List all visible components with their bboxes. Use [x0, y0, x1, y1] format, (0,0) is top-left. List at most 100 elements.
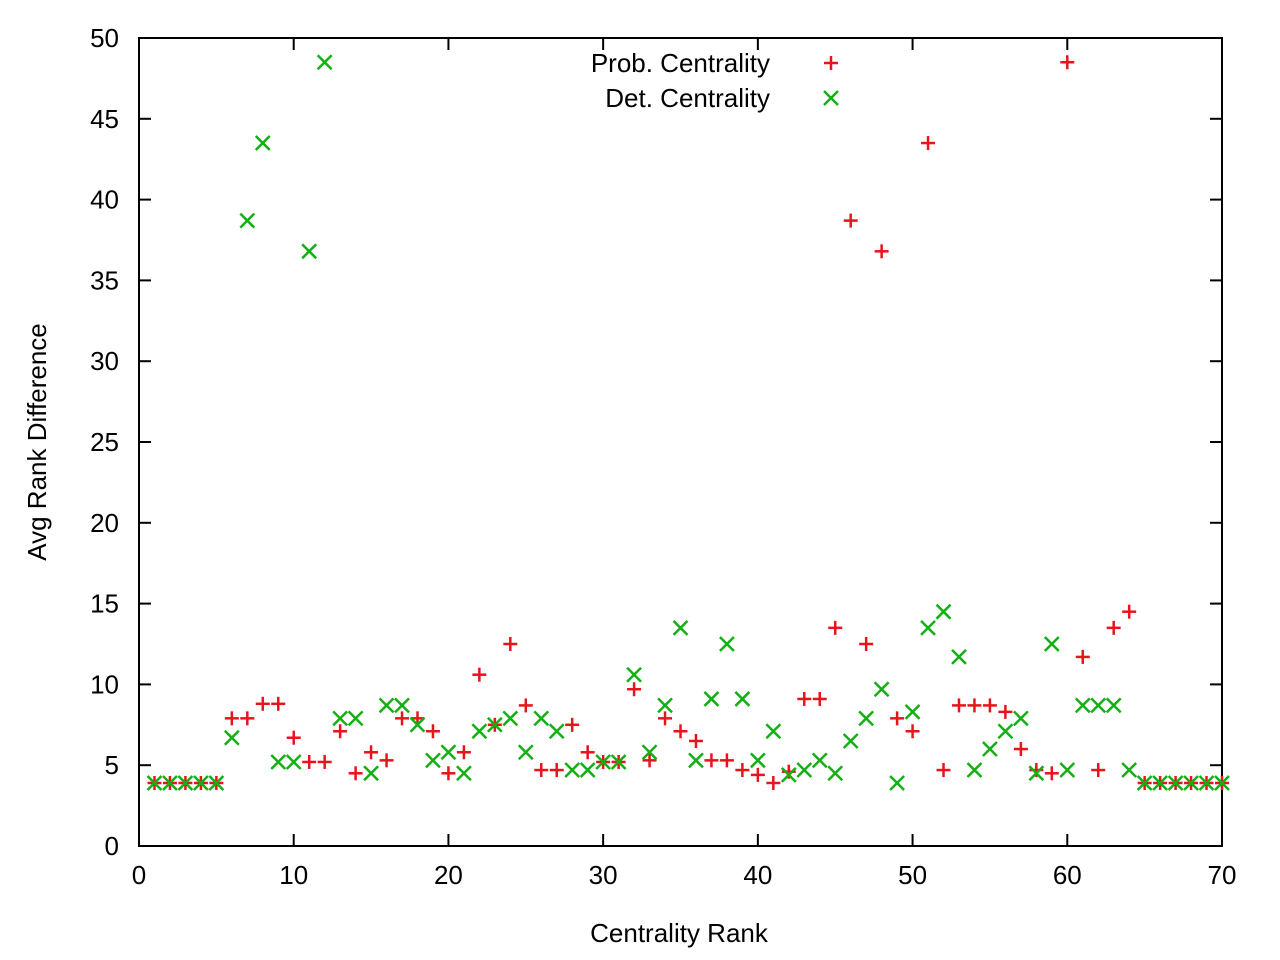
data-point-det-d2	[456, 765, 472, 782]
data-point-det-d2	[935, 603, 952, 620]
data-point-det	[811, 752, 828, 769]
data-point-prob	[456, 745, 471, 760]
legend-marker-prob	[824, 56, 838, 70]
x-tick-label: 10	[279, 860, 308, 890]
data-point-det-d2	[394, 697, 410, 714]
data-point-det-d2	[1183, 775, 1199, 791]
data-point-prob	[812, 691, 827, 706]
data-point-det	[1152, 775, 1168, 791]
data-point-det	[889, 775, 905, 791]
data-point-prob	[673, 724, 688, 739]
y-tick-label: 10	[90, 669, 119, 699]
data-point-det	[486, 716, 503, 733]
axes-layer: 0 10 20 30 40 50 60 70 0 5 10 15 20 25 30 35 40 45 50	[90, 23, 1236, 890]
data-point-det	[904, 703, 921, 720]
data-point-det-d2	[951, 649, 967, 665]
data-point-det-d2	[1152, 775, 1168, 791]
data-point-det-d2	[208, 775, 225, 791]
data-point-det	[425, 752, 441, 769]
data-point-det	[734, 691, 751, 707]
y-tick-label: 20	[90, 508, 119, 538]
data-point-prob	[580, 745, 595, 760]
data-point-det-d2	[765, 723, 782, 740]
data-point-det	[672, 619, 689, 636]
data-point-prob	[998, 704, 1013, 719]
data-point-det-d2	[688, 752, 704, 769]
data-point-det-d2	[564, 762, 581, 778]
data-point-det-d2	[796, 762, 813, 778]
data-point-det-d2	[533, 710, 550, 727]
data-point-prob	[951, 698, 966, 713]
data-point-det-d2	[285, 754, 302, 770]
data-point-det-d2	[548, 723, 565, 740]
y-tick-label: 50	[90, 23, 119, 53]
data-point-det	[626, 666, 642, 683]
data-point-det-d2	[966, 762, 983, 778]
data-point-det-d2	[1028, 765, 1045, 782]
data-point-det-d2	[162, 775, 178, 791]
data-point-det-d2	[749, 752, 766, 769]
data-point-prob	[565, 717, 580, 732]
data-point-det	[177, 775, 194, 791]
data-point-prob	[921, 136, 936, 151]
data-point-prob	[1075, 649, 1090, 664]
data-point-prob	[410, 711, 425, 726]
data-point-det-d2	[626, 666, 642, 683]
data-point-prob	[627, 682, 642, 697]
data-point-det	[471, 723, 488, 740]
data-point-prob	[1013, 742, 1028, 757]
data-point-det	[595, 754, 612, 770]
data-point-det	[533, 710, 550, 727]
data-point-det-d2	[1136, 775, 1153, 791]
data-point-det-d2	[1198, 775, 1215, 791]
data-point-prob	[843, 213, 858, 228]
data-point-det-d2	[641, 744, 658, 761]
data-point-det-d2	[703, 691, 720, 707]
data-point-prob	[271, 696, 286, 711]
data-point-det	[780, 767, 797, 783]
data-point-det-d2	[780, 767, 797, 783]
data-point-det	[703, 691, 720, 707]
x-axis-title: Centrality Rank	[590, 918, 769, 948]
data-point-det	[1183, 775, 1199, 791]
data-point-det-d2	[904, 703, 921, 720]
legend-marker-det-d2	[823, 90, 839, 106]
data-point-det-d2	[425, 752, 441, 769]
data-point-det-d2	[719, 636, 735, 652]
data-point-det-d2	[827, 765, 844, 782]
data-point-det-d2	[1074, 697, 1091, 714]
data-point-det	[1136, 775, 1153, 791]
data-point-det-d2	[657, 697, 673, 714]
data-point-prob	[1060, 55, 1075, 70]
data-point-det	[827, 765, 844, 782]
data-point-det	[548, 723, 565, 740]
legend-marker-det	[823, 90, 839, 106]
data-point-prob	[828, 620, 843, 635]
data-point-prob	[1106, 620, 1121, 635]
data-point-det	[285, 754, 302, 770]
data-point-det	[223, 729, 240, 746]
data-point-det-d2	[471, 723, 488, 740]
data-point-prob	[425, 724, 440, 739]
data-point-det	[1105, 697, 1122, 714]
data-point-prob	[936, 763, 951, 778]
data-point-det-d2	[1059, 762, 1076, 778]
data-point-det	[316, 54, 333, 71]
data-point-det-d2	[672, 619, 689, 636]
data-point-det-d2	[270, 754, 287, 770]
data-point-det-d2	[1167, 775, 1184, 791]
data-point-det	[162, 775, 178, 791]
data-point-det	[966, 762, 983, 778]
data-point-det	[765, 723, 782, 740]
data-point-prob	[797, 691, 812, 706]
data-point-det	[641, 744, 658, 761]
data-point-det-d2	[301, 243, 318, 260]
legend-label-prob: Prob. Centrality	[591, 48, 770, 78]
x-tick-label: 70	[1208, 860, 1237, 890]
data-point-det	[1090, 697, 1107, 714]
data-point-det	[920, 619, 936, 636]
data-point-det	[997, 723, 1014, 740]
y-tick-label: 25	[90, 427, 119, 457]
data-point-det	[1167, 775, 1184, 791]
data-point-det	[363, 765, 379, 782]
